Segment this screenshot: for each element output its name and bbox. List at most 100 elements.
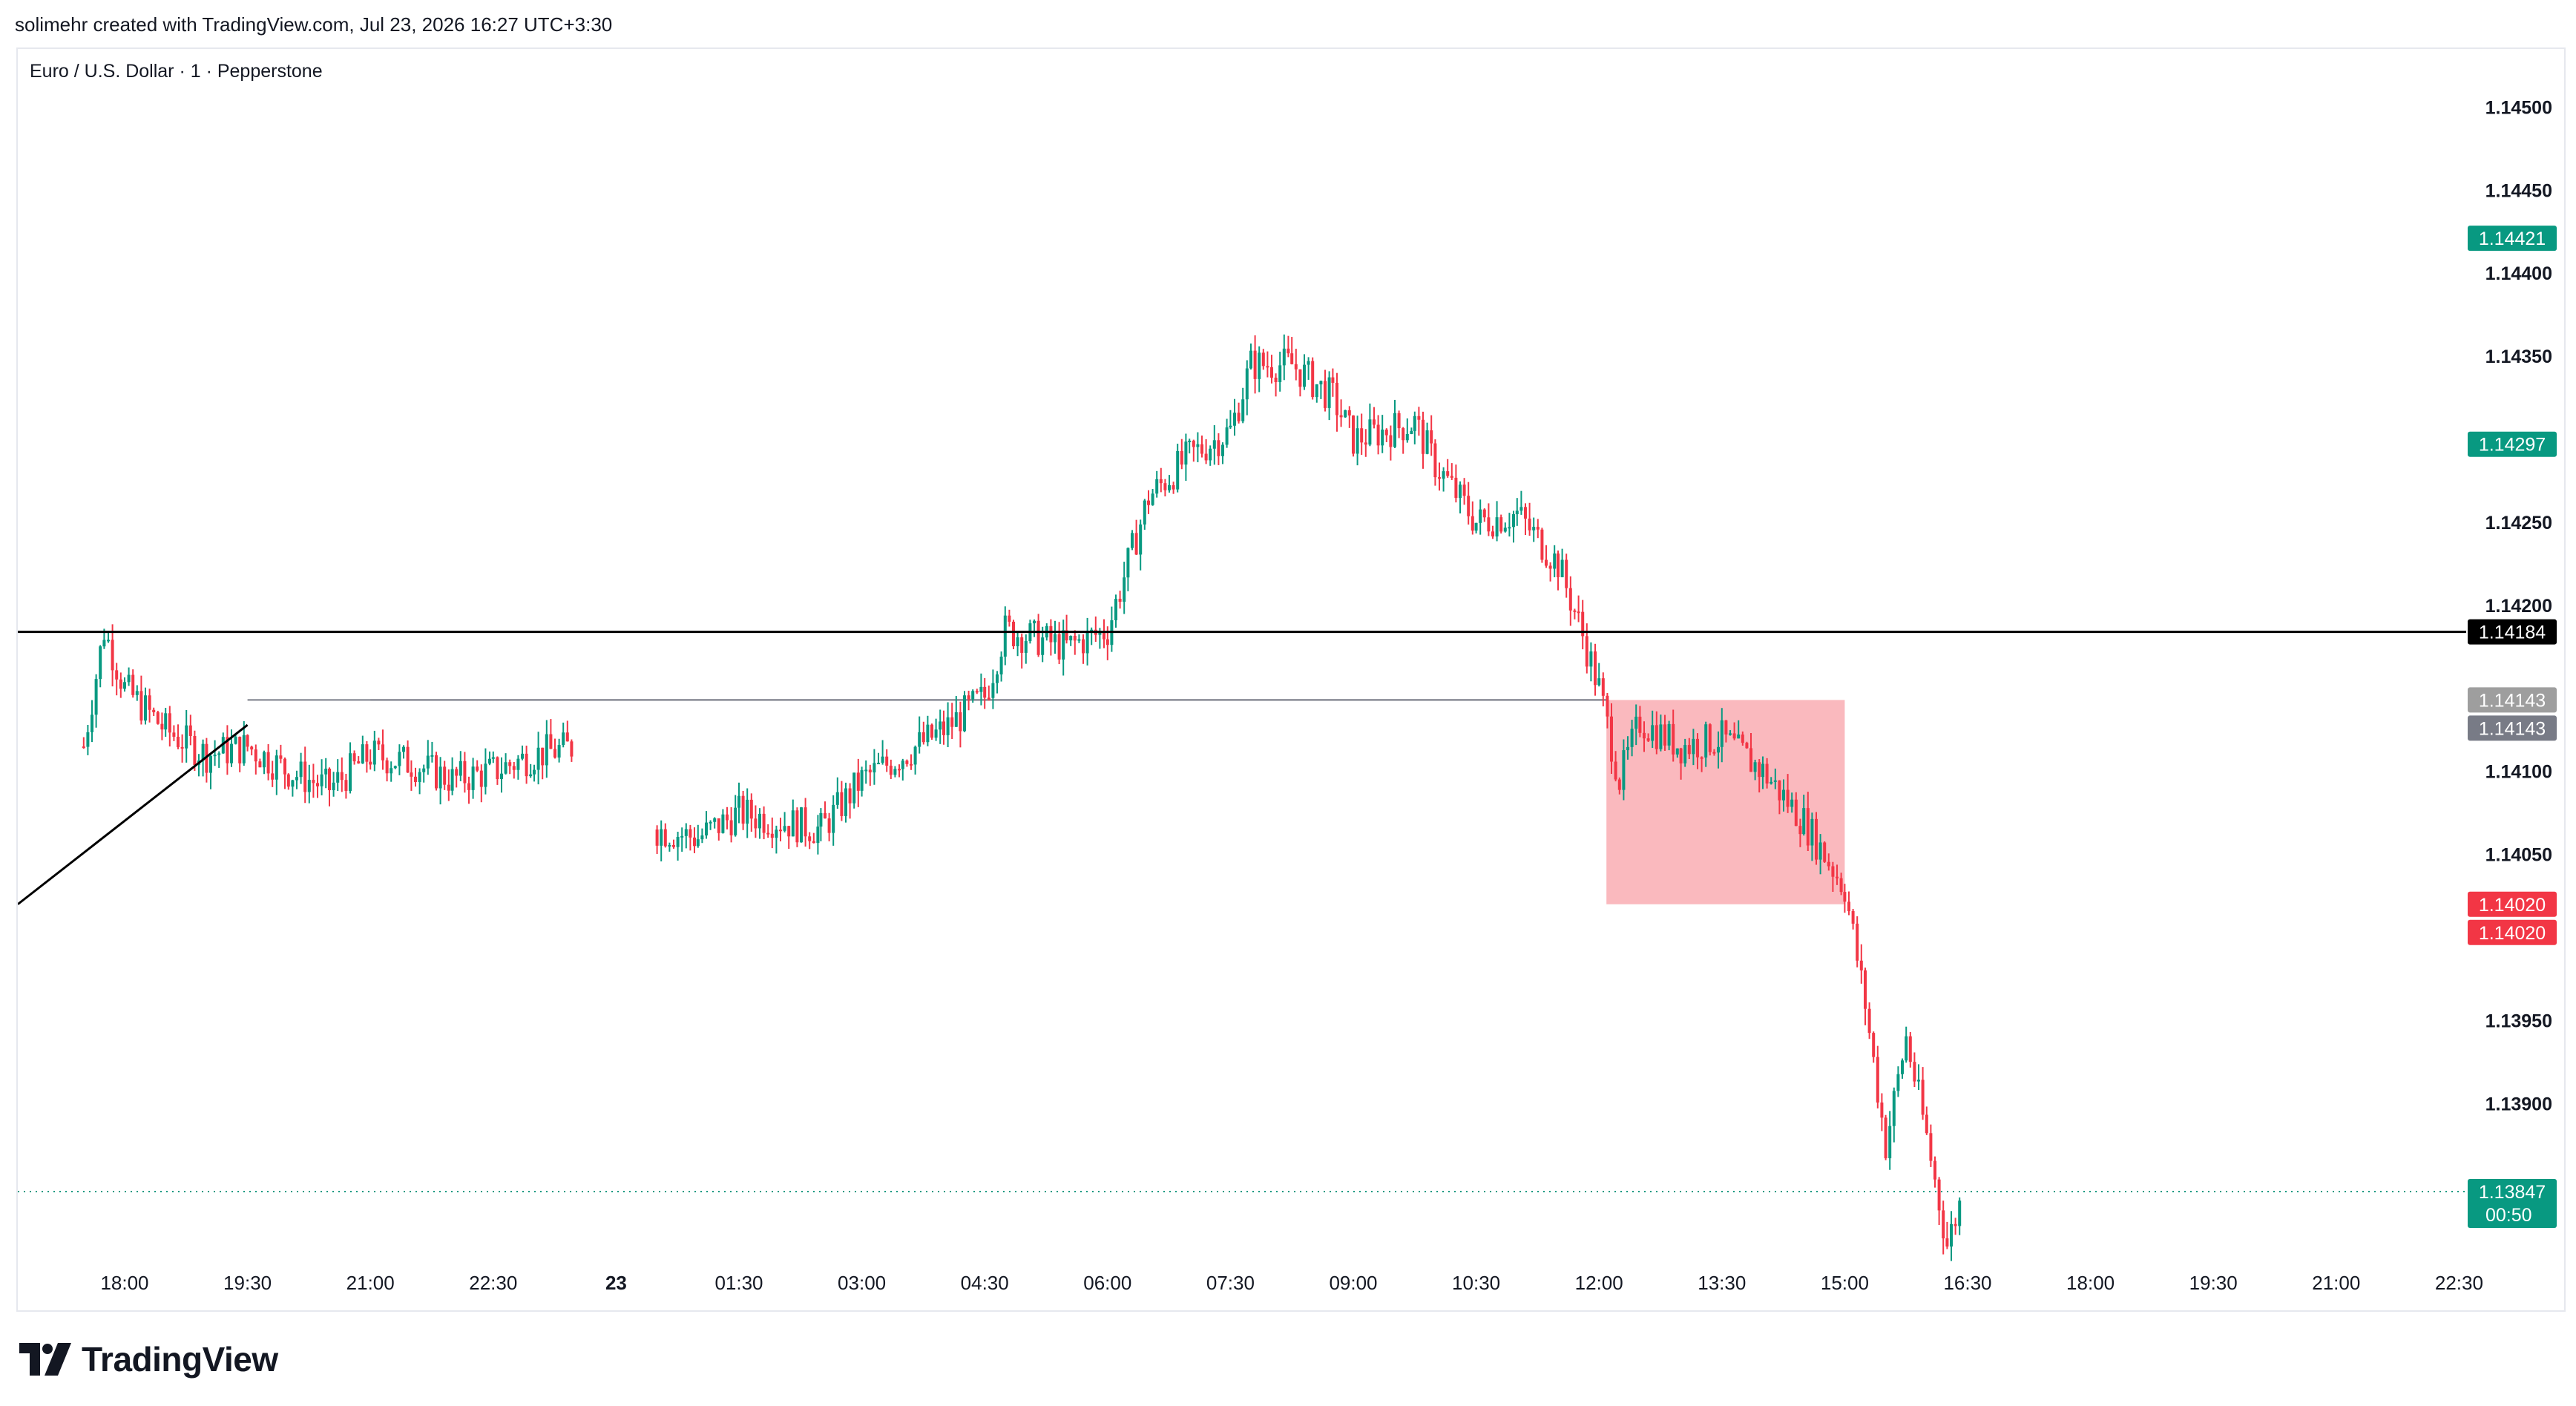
x-tick-label: 06:00 [1083, 1272, 1131, 1294]
candle-body [1519, 507, 1523, 511]
candle-body [1417, 415, 1421, 420]
position-zones[interactable] [247, 699, 1845, 904]
candle-body [1712, 752, 1716, 754]
candle-body [1253, 350, 1257, 379]
candle-body [1057, 634, 1061, 660]
candle-body [1512, 514, 1515, 528]
time-axis[interactable]: 18:00 19:30 21:00 22:30 23 01:30 03:00 04:30 06:… [100, 1272, 2483, 1294]
candle-body [1405, 433, 1409, 441]
x-tick-label: 22:30 [2435, 1272, 2483, 1294]
candle-body [1606, 695, 1609, 717]
candle-body [734, 807, 737, 835]
candle-body [1937, 1179, 1941, 1211]
chart-canvas[interactable]: Euro / U.S. Dollar · 1 · Pepperstone 18:… [0, 0, 2576, 1328]
candle-body [295, 777, 298, 781]
candle-body [1638, 716, 1642, 733]
candle-body [1184, 441, 1188, 465]
candle-body [1188, 440, 1192, 442]
candle-body [377, 740, 381, 745]
candle-body [1524, 507, 1527, 519]
price-tag-text: 1.14020 [2479, 895, 2546, 916]
candle-body [689, 829, 692, 838]
candle-body [316, 783, 319, 786]
candle-body [562, 732, 565, 746]
candle-body [1163, 483, 1167, 490]
candle-body [1062, 630, 1065, 660]
candle-body [349, 753, 352, 791]
candle-body [1732, 733, 1736, 739]
candle-body [1687, 745, 1691, 755]
x-tick-label: 04:30 [961, 1272, 1009, 1294]
candle-body [86, 732, 90, 747]
candle-body [1012, 621, 1015, 646]
candle-body [824, 812, 827, 819]
candle-body [1831, 866, 1835, 877]
candle-body [1467, 496, 1471, 516]
price-tag [2468, 226, 2557, 252]
candle-body [286, 774, 290, 787]
price-tag-text: 1.14297 [2479, 435, 2546, 456]
tradingview-logo[interactable]: TradingView [19, 1337, 278, 1382]
candle-body [741, 795, 745, 824]
candle-body [565, 732, 569, 742]
candle-body [709, 821, 712, 824]
candle-body [1548, 565, 1552, 569]
candle-body [361, 744, 364, 763]
candle-body [963, 695, 966, 732]
candle-body [1290, 353, 1294, 364]
candle-body [1672, 723, 1675, 755]
candle-body [1073, 636, 1077, 641]
candle-body [1790, 799, 1794, 807]
candle-body [1786, 789, 1790, 807]
price-axis[interactable]: 1.14500 1.14450 1.14400 1.14350 1.14250 1.142… [2485, 97, 2552, 1114]
candle-body [856, 772, 860, 791]
candle-body [430, 755, 434, 757]
y-tick-label: 1.14500 [2485, 97, 2552, 118]
candle-body [209, 756, 212, 773]
candle-body [1209, 448, 1212, 461]
candle-body [139, 691, 143, 721]
candle-body [521, 753, 524, 759]
candle-body [541, 747, 545, 766]
candle-body [1823, 842, 1827, 862]
y-tick-label: 1.14100 [2485, 762, 2552, 783]
drawing-lines[interactable] [18, 631, 2466, 1192]
candle-body [930, 724, 933, 738]
candle-body [1717, 746, 1720, 753]
price-tag-text: 1.13847 [2479, 1182, 2546, 1203]
candle-body [959, 712, 962, 732]
candle-body [913, 746, 917, 765]
candle-body [1896, 1074, 1900, 1091]
candle-body [1225, 427, 1229, 445]
candle-body [336, 772, 340, 783]
candle-body [1597, 678, 1601, 686]
tradingview-logo-text: TradingView [82, 1340, 278, 1379]
candle-body [91, 715, 93, 732]
candle-body [385, 760, 389, 774]
price-tag [2468, 715, 2557, 741]
candle-body [1770, 781, 1773, 784]
candle-body [484, 763, 487, 787]
candle-body [168, 713, 171, 733]
candle-body [1393, 413, 1396, 447]
candle-body [1836, 876, 1839, 878]
candle-body [1049, 625, 1053, 643]
x-tick-label: 18:00 [2066, 1272, 2115, 1294]
candle-body [205, 743, 208, 773]
candle-body [369, 761, 372, 765]
candle-body [1954, 1223, 1957, 1226]
candle-body [230, 743, 233, 763]
candle-body [1856, 923, 1859, 961]
candle-body [1892, 1091, 1896, 1126]
candle-body [1876, 1057, 1879, 1103]
candle-body [1859, 960, 1863, 970]
candle-body [1134, 533, 1138, 555]
candle-body [1839, 878, 1843, 893]
candle-body [1614, 761, 1617, 780]
candle-body [910, 763, 913, 766]
candle-body [721, 814, 725, 833]
candle-body [1422, 419, 1425, 454]
candle-body [1168, 484, 1171, 490]
candle-body [156, 712, 160, 724]
candle-body [950, 717, 954, 727]
